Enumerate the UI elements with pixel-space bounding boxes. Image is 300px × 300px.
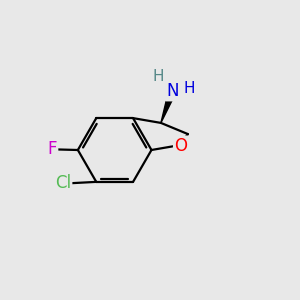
Text: H: H bbox=[184, 81, 195, 96]
Text: H: H bbox=[153, 70, 164, 85]
Text: N: N bbox=[166, 82, 179, 100]
Text: O: O bbox=[174, 137, 187, 155]
Polygon shape bbox=[161, 90, 176, 123]
Text: Cl: Cl bbox=[55, 174, 71, 192]
Text: F: F bbox=[47, 140, 57, 158]
